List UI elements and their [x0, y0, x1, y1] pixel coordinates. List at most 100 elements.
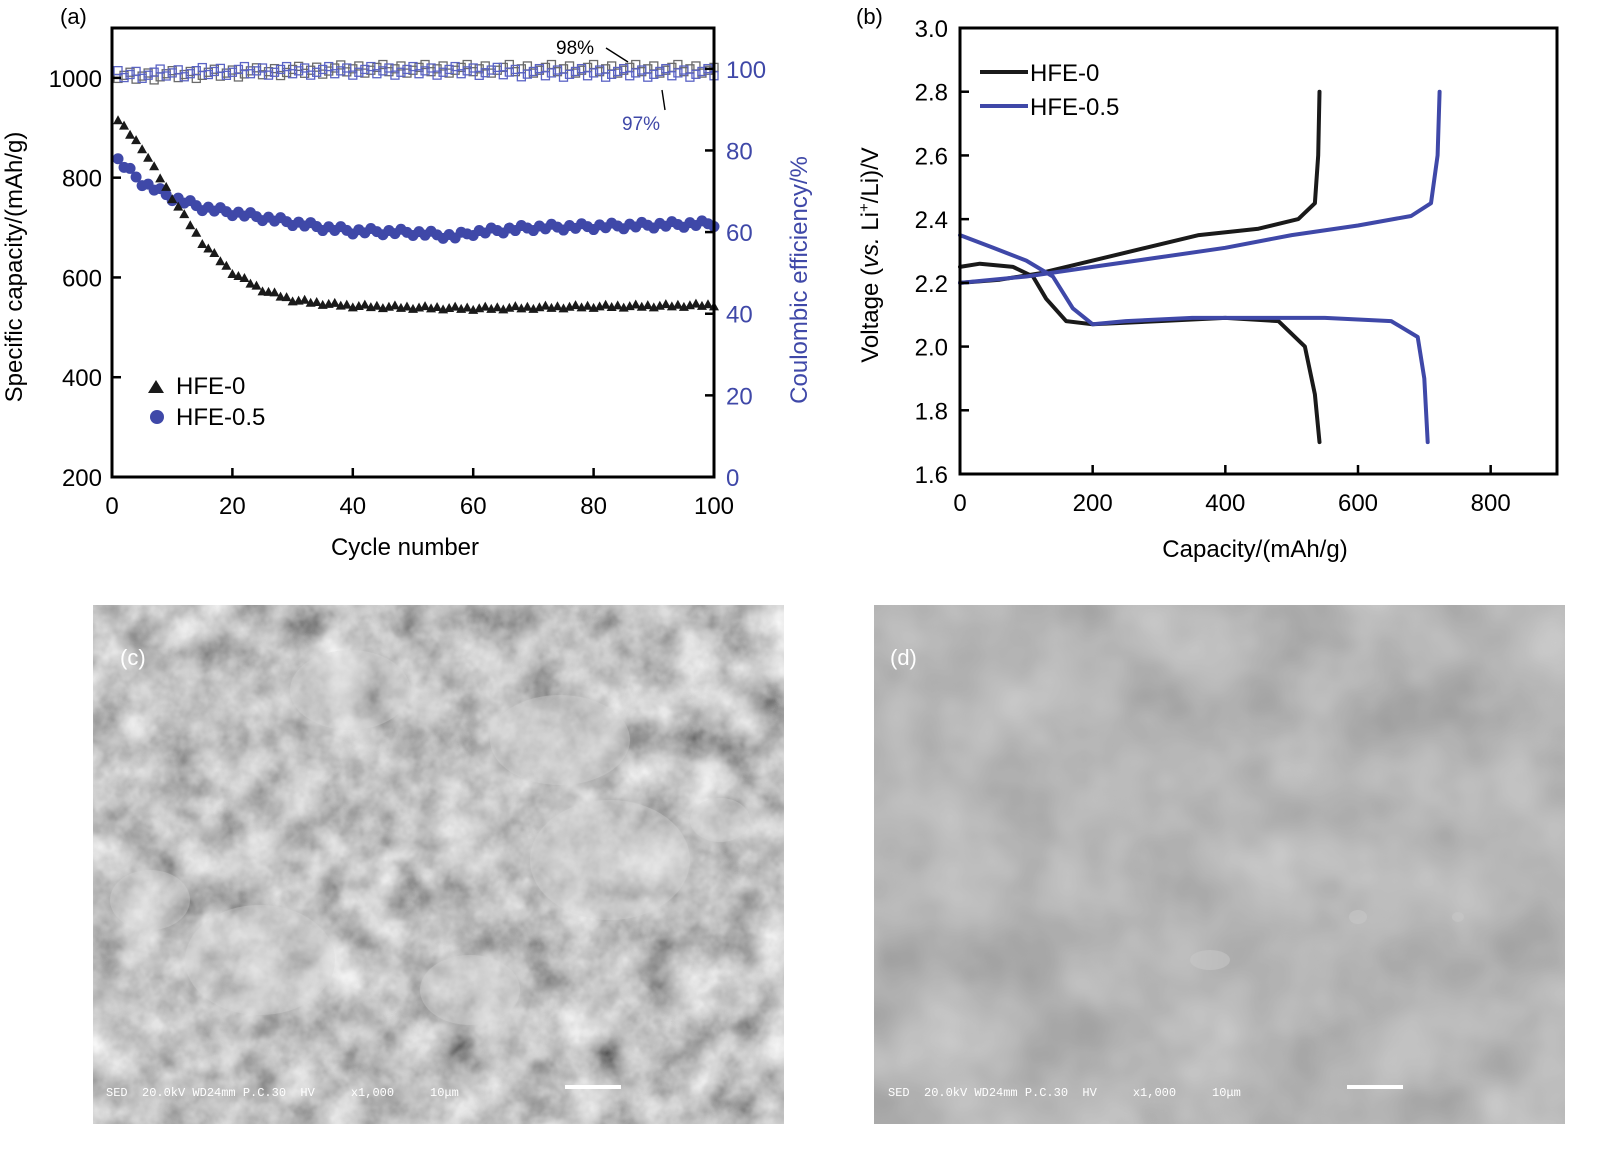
legend-circle-marker — [150, 410, 164, 424]
ce-hfe-0-5-marker — [354, 67, 364, 77]
ce-hfe-0-5-marker — [655, 66, 665, 77]
ce-hfe-0-5-marker — [607, 69, 617, 79]
hfe-0-capacity-point — [185, 220, 196, 230]
ce-hfe-0-5-marker — [269, 67, 280, 77]
y2-tick-label: 20 — [726, 383, 753, 410]
ce-hfe-0-5-marker — [408, 61, 418, 72]
y2-tick-label: 0 — [726, 465, 739, 492]
sem-caption-c: SED 20.0kV WD24mm P.C.30 HV x1,000 10μm — [106, 1086, 459, 1100]
scale-bar-c — [565, 1085, 621, 1089]
hfe-0-capacity-point — [257, 286, 268, 296]
y-tick-label: 2.0 — [915, 335, 948, 362]
ce-hfe-0-5-marker — [167, 68, 177, 78]
panel-c-label: (c) — [120, 645, 146, 670]
ce-hfe-0-5-marker — [432, 70, 442, 80]
ce-hfe-0-5-marker — [516, 72, 527, 82]
ce-hfe-0-5-marker — [197, 62, 207, 73]
ce-hfe-0-5-marker — [486, 65, 496, 75]
ce-hfe-0-marker — [275, 70, 286, 81]
hfe-0-capacity-point — [371, 300, 382, 310]
ce-hfe-0-5-marker — [594, 65, 605, 75]
ce-hfe-0-5-marker — [474, 70, 484, 80]
ce-hfe-0-5-marker — [673, 68, 683, 78]
x-tick-label: 100 — [694, 493, 734, 520]
ce-hfe-0-5-marker — [245, 69, 256, 79]
ce-hfe-0-5-marker — [546, 68, 557, 78]
hfe-0-capacity-point — [161, 181, 172, 191]
hfe-0-capacity-point — [480, 301, 491, 311]
ce-hfe-0-5-marker — [318, 64, 328, 75]
panel-b: (b) 0 200 400 600 800 1.6 1.8 2.0 2.2 2.4 2.6 2.8 3.… — [856, 4, 1559, 563]
ce-hfe-0-5-marker — [390, 70, 400, 80]
y-tick-label: 1000 — [49, 66, 102, 93]
hfe-0-capacity-point — [221, 260, 232, 270]
ce-hfe-0-5-marker — [227, 67, 238, 77]
ce-hfe-0-5-marker — [576, 63, 587, 74]
ce-hfe-0-5-marker — [480, 68, 490, 78]
ce-hfe-0-5-marker — [643, 72, 653, 82]
ce-hfe-0-5-marker — [299, 63, 310, 73]
ce-hfe-0-5-marker — [552, 65, 563, 75]
hfe-0-5-discharge-curve — [958, 233, 1430, 445]
ce-hfe-0-5-marker — [125, 69, 135, 80]
panel-a-annotations: 98% 97% — [556, 38, 666, 135]
ce-hfe-0-5-marker — [661, 63, 671, 74]
hfe-0-capacity-point — [642, 300, 653, 310]
ce-hfe-0-marker — [336, 60, 346, 70]
hfe-0-capacity-point — [540, 300, 551, 310]
hfe-0-capacity-point — [143, 152, 154, 162]
hfe-0-capacity-point — [215, 256, 226, 266]
ce-hfe-0-5-marker — [649, 69, 659, 79]
ce-hfe-0-5-marker — [697, 66, 707, 77]
ce-hfe-0-5-marker — [438, 67, 448, 77]
ce-hfe-0-5-marker — [564, 69, 575, 79]
y-tick-label: 800 — [62, 166, 102, 193]
y-tick-label: 2.8 — [915, 80, 948, 107]
hfe-0-5-capacity-point — [130, 171, 142, 183]
hfe-0-capacity-point — [281, 292, 292, 302]
panel-b-label: (b) — [856, 4, 883, 29]
ce-hfe-0-5-marker — [155, 64, 165, 74]
panel-d-label: (d) — [890, 645, 917, 670]
sem-texture-c — [93, 605, 784, 1124]
hfe-0-capacity-point — [227, 268, 238, 278]
ce-hfe-0-5-marker — [625, 71, 635, 81]
ce-hfe-0-5-marker — [366, 61, 376, 72]
ce-hfe-0-5-marker — [522, 69, 533, 79]
y-tick-label: 2.4 — [915, 207, 948, 234]
ce-hfe-0-marker — [306, 65, 316, 75]
hfe-0-capacity-point — [245, 278, 256, 288]
ce-hfe-0-5-marker — [131, 66, 141, 77]
ce-hfe-0-5-marker — [570, 66, 581, 77]
hfe-0-capacity-point — [275, 291, 286, 301]
panel-a-y2-axis-title: Coulombic efficiency/% — [786, 156, 813, 404]
ce-hfe-0-5-marker — [203, 69, 213, 80]
ce-hfe-0-5-marker — [275, 64, 286, 75]
legend-triangle-marker — [148, 380, 164, 393]
hfe-0-capacity-point — [702, 299, 713, 309]
ce-hfe-0-5-marker — [613, 66, 623, 77]
hfe-0-capacity-point — [462, 302, 473, 312]
y2-tick-label: 40 — [726, 302, 753, 329]
x-tick-label: 800 — [1471, 490, 1511, 517]
hfe-0-capacity-point — [239, 272, 250, 282]
legend-label-hfe-0: HFE-0 — [176, 373, 245, 400]
panel-b-plot-frame — [958, 26, 1559, 476]
hfe-0-capacity-point — [269, 287, 280, 297]
legend-label-hfe-0-5: HFE-0.5 — [1030, 94, 1119, 121]
ce-hfe-0-5-marker — [667, 71, 677, 81]
ce-hfe-0-marker — [312, 62, 322, 72]
hfe-0-capacity-point — [630, 299, 641, 309]
y2-tick-label: 100 — [726, 57, 766, 84]
ce-hfe-0-5-marker — [281, 61, 292, 72]
ce-hfe-0-5-marker — [191, 66, 201, 76]
ce-hfe-0-5-marker — [137, 73, 147, 83]
ce-hfe-0-5-marker — [426, 63, 436, 73]
ce-hfe-0-5-marker — [113, 66, 123, 76]
ce-hfe-0-5-marker — [239, 61, 250, 72]
ce-hfe-0-5-marker — [444, 64, 454, 75]
ce-hfe-0-5-marker — [306, 70, 316, 80]
sem-particles-c — [110, 650, 750, 1025]
hfe-0-capacity-point — [389, 300, 400, 310]
ce-hfe-0-5-marker — [534, 63, 545, 74]
